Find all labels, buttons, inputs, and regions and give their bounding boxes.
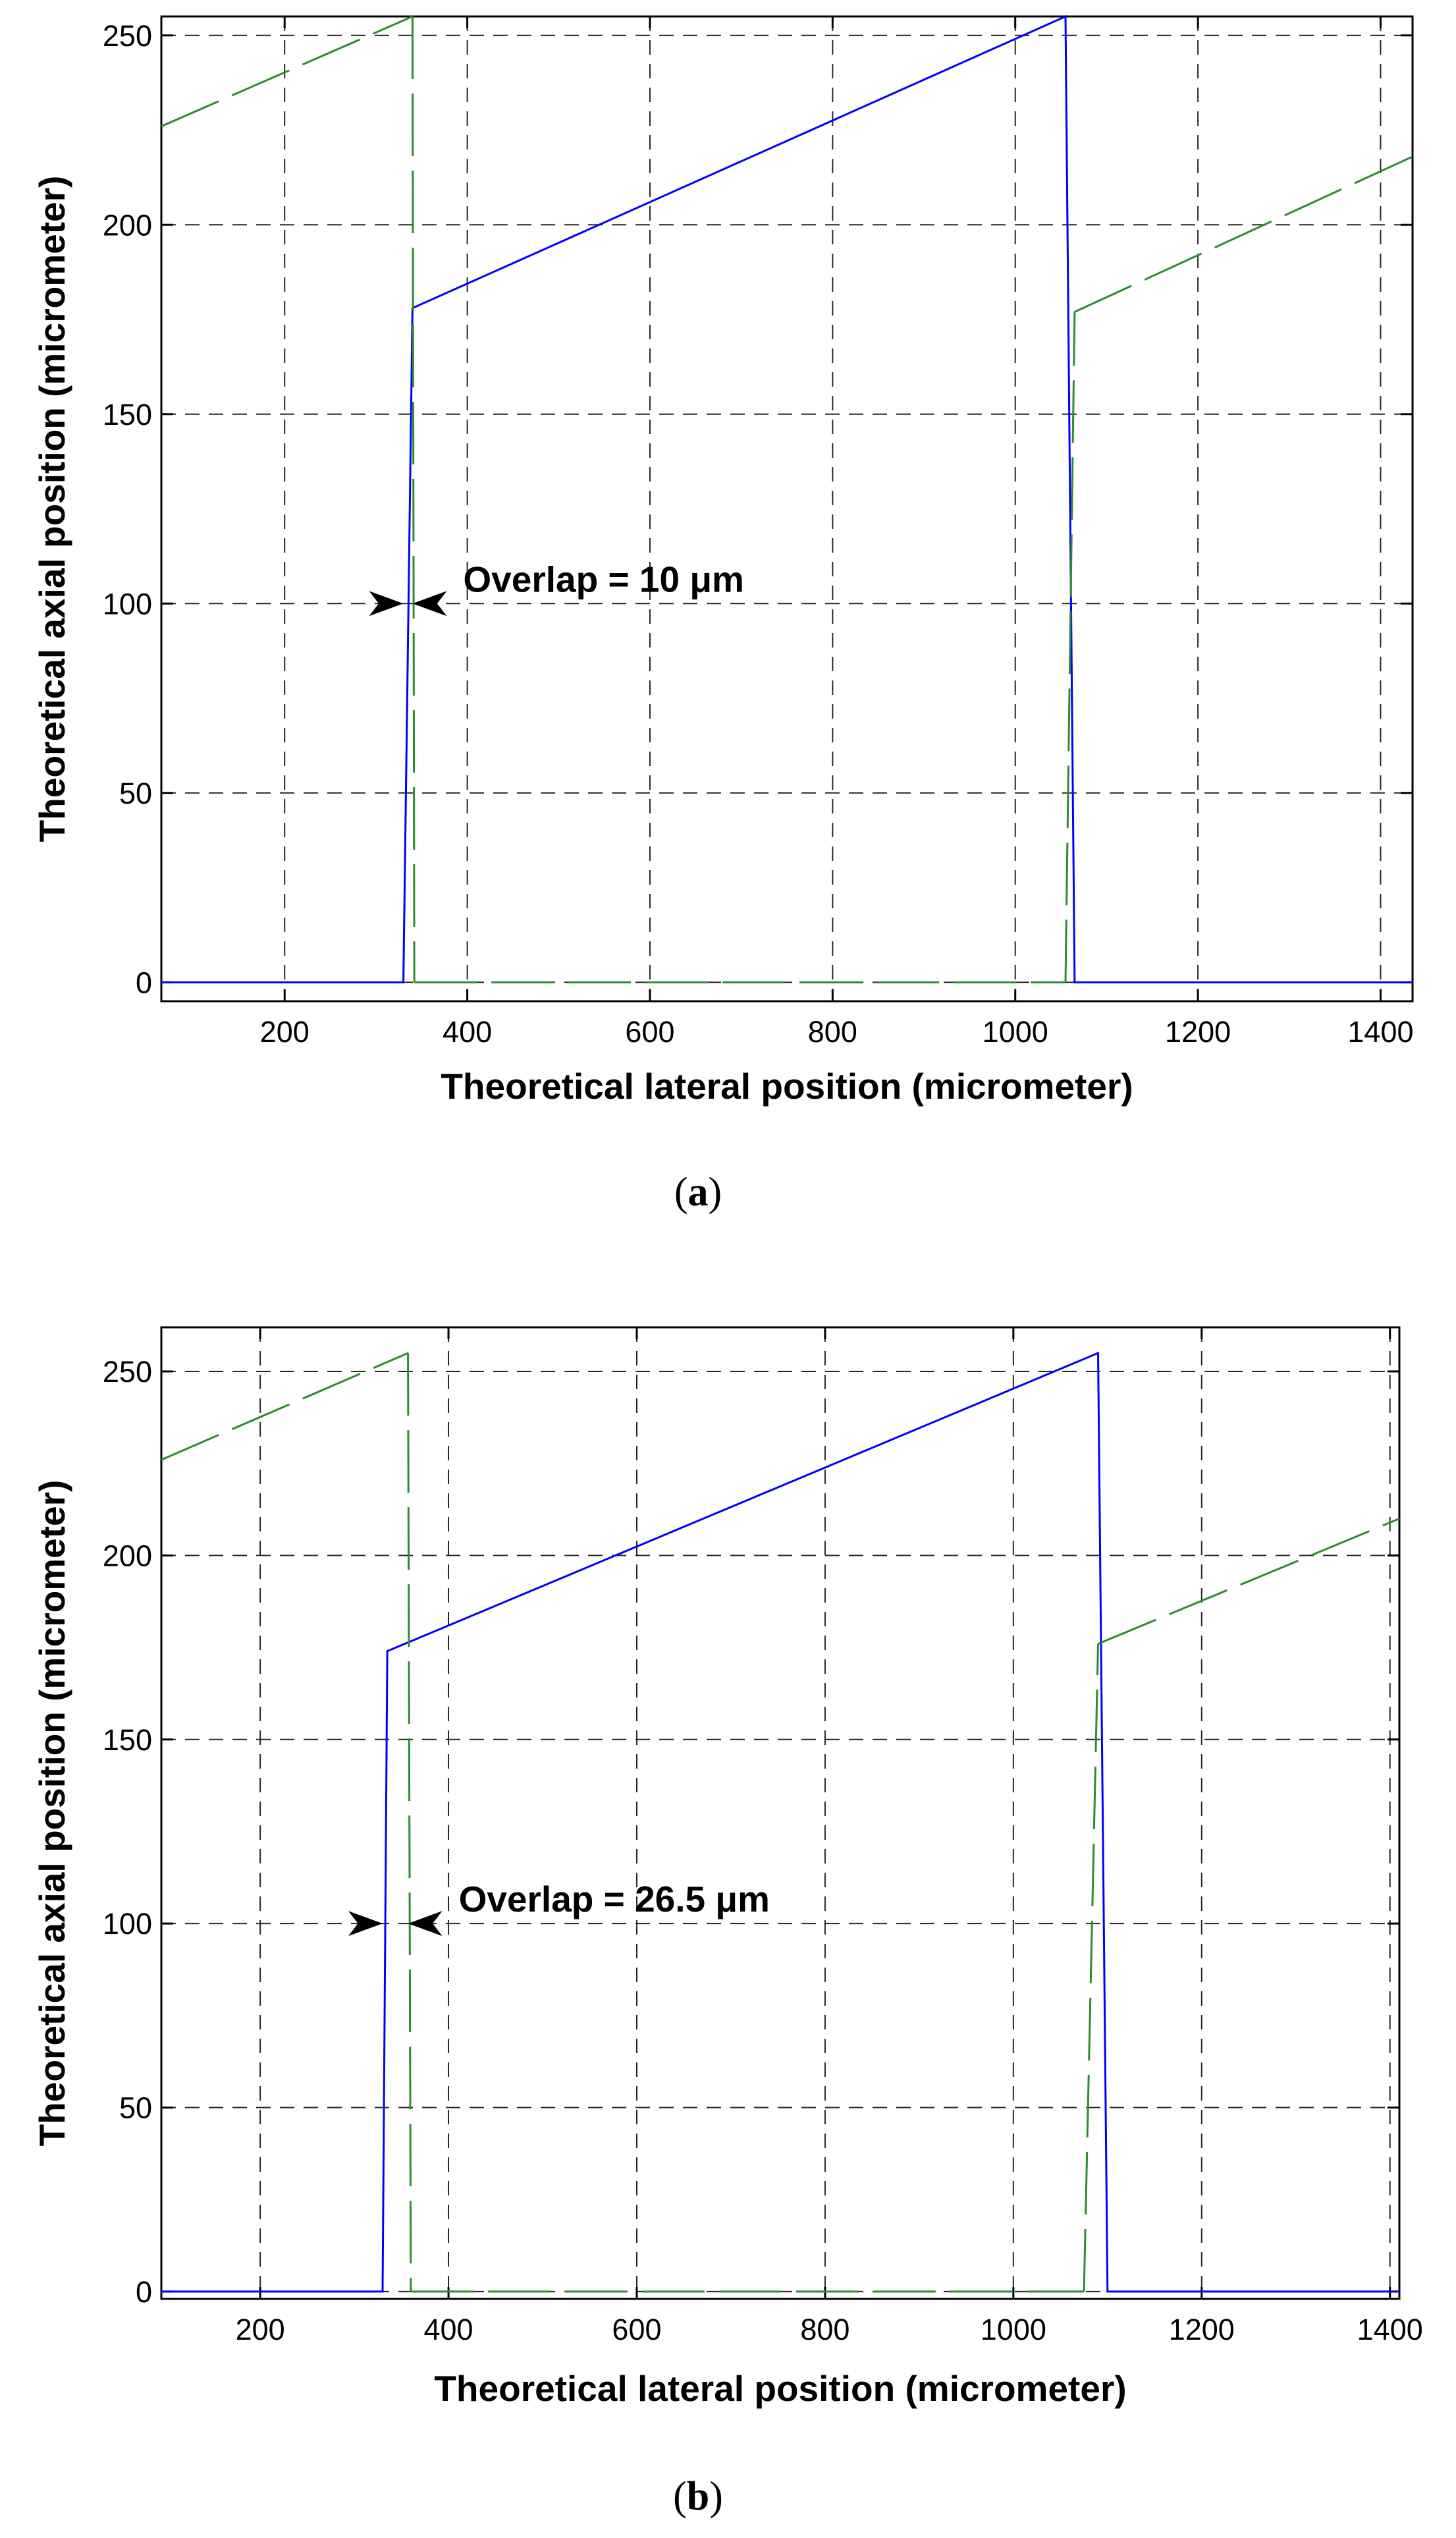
x-tick-label: 800 (800, 2313, 849, 2346)
y-tick-label: 0 (136, 2275, 152, 2309)
x-tick-label: 1200 (1165, 1015, 1231, 1049)
overlap-label-b: Overlap = 26.5 μm (459, 1879, 770, 1919)
ticks-b: 200 400 600 800 1000 1200 1400 0 50 100 150 200 250 (103, 1327, 1423, 2346)
x-tick-label: 1000 (981, 2313, 1046, 2346)
x-tick-label: 800 (808, 1015, 857, 1049)
x-tick-label: 1200 (1169, 2313, 1235, 2346)
series-line-dashed (161, 15, 413, 128)
y-tick-label: 50 (119, 2091, 152, 2124)
y-axis-label-a: Theoretical axial position (micrometer) (32, 176, 72, 842)
y-tick-label: 250 (103, 19, 152, 53)
y-tick-label: 200 (103, 208, 152, 242)
x-tick-label: 1400 (1347, 1015, 1413, 1049)
x-tick-label: 400 (443, 1015, 492, 1049)
x-tick-label: 1000 (983, 1015, 1048, 1049)
y-tick-label: 100 (103, 1907, 152, 1941)
annotation-b: Overlap = 26.5 μm (348, 1879, 770, 1937)
y-tick-label: 100 (103, 587, 152, 621)
series-b (161, 1351, 1400, 2293)
plot-area-b (160, 1326, 1401, 2300)
arrow-left-icon (408, 1911, 443, 1937)
ticks-a: 200 400 600 800 1000 1200 1400 0 50 100 150 200 250 (103, 16, 1414, 1049)
series-line-dashed (1074, 155, 1413, 313)
y-axis-label-b: Theoretical axial position (micrometer) (32, 1480, 72, 2147)
x-tick-label: 600 (625, 1015, 674, 1049)
series-line-dashed (1097, 1518, 1400, 1645)
caption-letter-a: a (688, 1170, 709, 1215)
series-line-solid (161, 1351, 1399, 2293)
y-tick-label: 150 (103, 1723, 152, 1757)
arrow-right-icon (369, 591, 404, 617)
series-a (161, 14, 1413, 983)
series-line-dashed (411, 16, 416, 983)
series-line-dashed (1064, 312, 1076, 983)
x-tick-label: 1400 (1357, 2313, 1423, 2346)
x-tick-label: 200 (260, 1015, 310, 1049)
series-line-solid (161, 14, 1413, 983)
series-line-dashed (161, 1352, 409, 1461)
y-tick-label: 50 (119, 777, 152, 810)
y-tick-label: 250 (103, 1355, 152, 1389)
series-line-dashed (407, 1353, 412, 2292)
plot-area-a (160, 15, 1414, 1003)
x-axis-label-a: Theoretical lateral position (micrometer… (441, 1066, 1133, 1107)
x-tick-label: 600 (612, 2313, 661, 2346)
overlap-label-a: Overlap = 10 μm (463, 559, 744, 599)
x-tick-label: 400 (423, 2313, 473, 2346)
arrow-right-icon (348, 1911, 383, 1937)
annotation-a: Overlap = 10 μm (369, 559, 744, 617)
y-tick-label: 0 (136, 966, 152, 999)
series-line-dashed (1083, 1643, 1100, 2292)
caption-a: (a) (674, 1170, 722, 1215)
chart-panel-a: 200 400 600 800 1000 1200 1400050100150200250 … (32, 14, 1414, 1215)
y-tick-label: 200 (103, 1539, 152, 1572)
caption-b: (b) (673, 2474, 723, 2519)
y-tick-label: 150 (103, 398, 152, 431)
x-tick-label: 200 (236, 2313, 285, 2346)
caption-letter-b: b (687, 2474, 709, 2519)
chart-panel-b: 200 400 600 800 1000 1200 1400050100150200250 … (32, 1326, 1423, 2519)
x-axis-label-b: Theoretical lateral position (micrometer… (434, 2368, 1126, 2409)
grid-a (161, 16, 1413, 1001)
arrow-left-icon (412, 591, 447, 617)
